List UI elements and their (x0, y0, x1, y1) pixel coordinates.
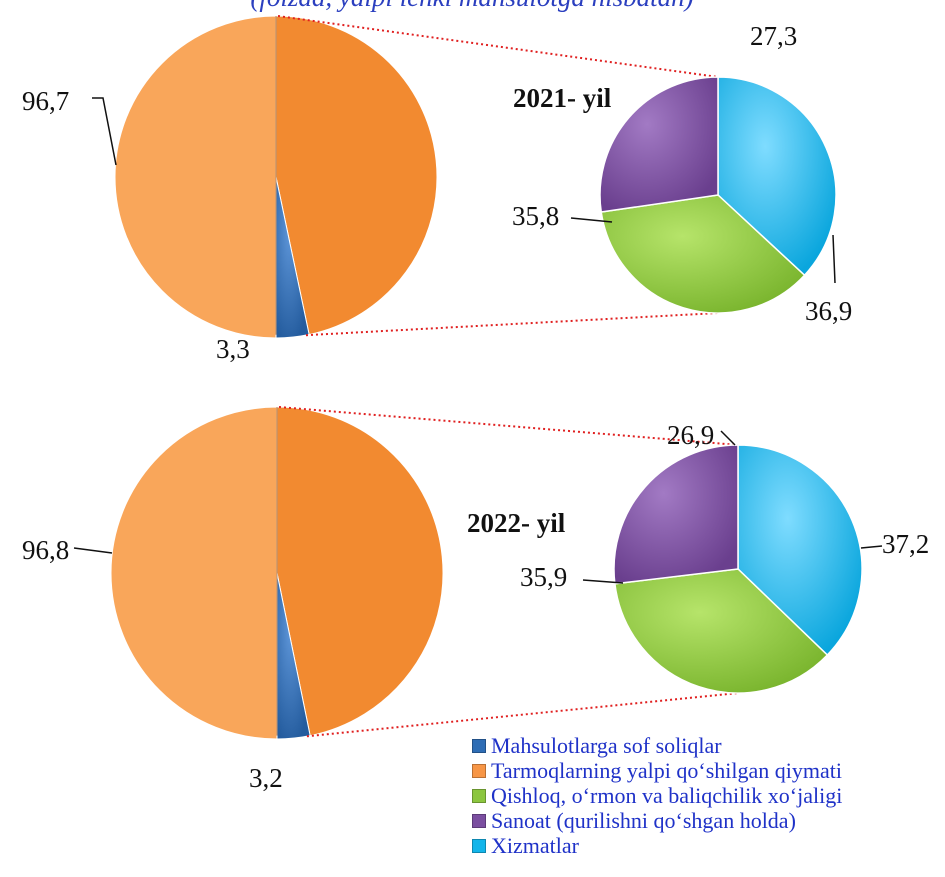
data-label-net-taxes: 3,2 (249, 763, 283, 793)
pie-group-2021: 2021- yil 96,7 3,3 35,8 27,3 36,9 (22, 15, 852, 364)
legend-label: Tarmoqlarning yalpi qo‘shilgan qiymati (491, 757, 843, 783)
legend-item: Mahsulotlarga sof soliqlar (472, 733, 942, 758)
data-label-gross-value-added: 96,7 (22, 86, 69, 116)
legend-swatch (472, 838, 486, 853)
connector-line-top (278, 406, 739, 446)
main-slice-net-taxes (275, 176, 310, 339)
legend-swatch (472, 788, 486, 803)
data-label-agriculture: 35,8 (512, 201, 559, 231)
connector-line-bottom (306, 692, 739, 738)
data-label-agriculture: 35,9 (520, 562, 567, 592)
main-slice-gross-value-added-right (275, 15, 438, 336)
data-label-services: 37,2 (882, 529, 929, 559)
legend-label: Xizmatlar (491, 832, 579, 858)
leader-line (832, 234, 836, 284)
leader-line (92, 97, 117, 166)
breakdown-slice-agriculture (600, 194, 806, 314)
breakdown-slice-industry (613, 444, 739, 585)
legend-swatch (472, 813, 486, 828)
main-slice-gross-value-added (110, 406, 278, 740)
pie-year-title: 2021- yil (513, 83, 612, 113)
legend-item: Sanoat (qurilishni qo‘shgan holda) (472, 808, 942, 833)
leader-line (720, 430, 736, 446)
legend-item: Tarmoqlarning yalpi qo‘shilgan qiymati (472, 758, 942, 783)
breakdown-slice-services (737, 444, 863, 657)
pie-year-title: 2022- yil (467, 508, 566, 538)
connector-line-top (277, 15, 719, 78)
leader-line (860, 545, 883, 549)
connector-line-bottom (305, 312, 719, 337)
leader-line (582, 579, 624, 584)
data-label-services: 36,9 (805, 296, 852, 326)
breakdown-slice-agriculture (614, 568, 829, 694)
data-label-gross-value-added: 96,8 (22, 535, 69, 565)
legend-label: Qishloq, o‘rmon va baliqchilik xo‘jaligi (491, 782, 843, 808)
legend-swatch (472, 763, 486, 778)
legend-label: Mahsulotlarga sof soliqlar (491, 732, 722, 758)
legend-swatch (472, 738, 486, 753)
legend-item: Qishloq, o‘rmon va baliqchilik xo‘jaligi (472, 783, 942, 808)
leader-line (570, 217, 613, 223)
data-label-net-taxes: 3,3 (216, 334, 250, 364)
legend-label: Sanoat (qurilishni qo‘shgan holda) (491, 807, 796, 833)
main-slice-gross-value-added-right (276, 406, 444, 737)
data-label-industry: 26,9 (667, 420, 714, 450)
chart-subtitle: (foizda, yalpi ichki mahsulotga nisbatan… (250, 0, 693, 12)
leader-line (73, 547, 113, 554)
main-slice-gross-value-added (114, 15, 277, 339)
legend: Mahsulotlarga sof soliqlar Tarmoqlarning … (472, 733, 942, 858)
pie-group-2022: 2022- yil 96,8 3,2 35,9 26,9 37,2 (22, 406, 929, 793)
breakdown-slice-industry (599, 76, 719, 213)
breakdown-slice-services (717, 76, 837, 277)
legend-item: Xizmatlar (472, 833, 942, 858)
data-label-industry: 27,3 (750, 21, 797, 51)
main-slice-net-taxes (276, 572, 311, 740)
